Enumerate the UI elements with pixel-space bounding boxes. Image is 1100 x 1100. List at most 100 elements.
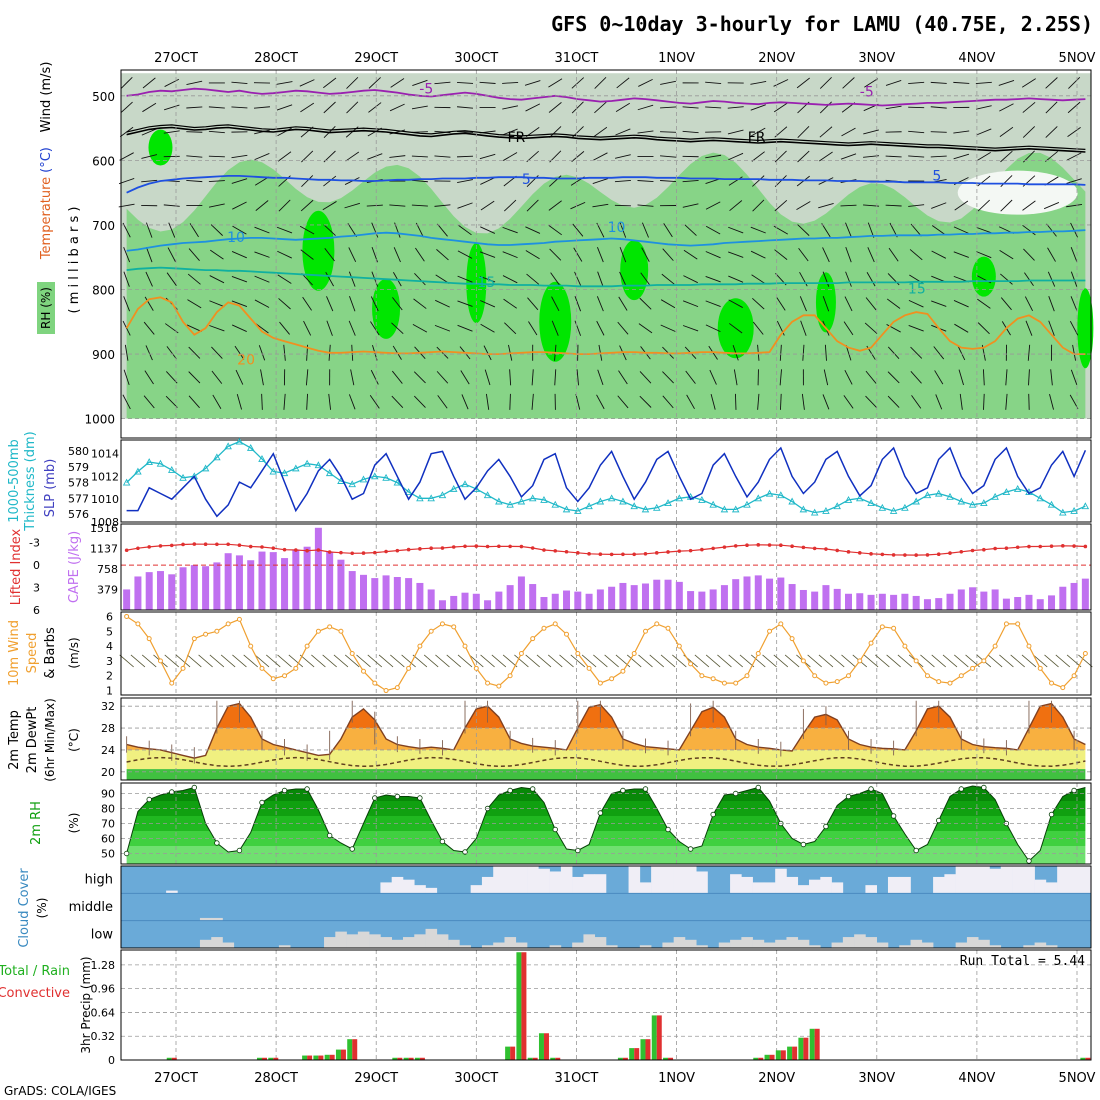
precip-convective-bar	[521, 952, 527, 1060]
wind-speed-point	[473, 665, 479, 671]
wind-barb	[503, 298, 517, 309]
wind-speed-point	[361, 668, 366, 674]
temp-tick-label: 24	[101, 744, 115, 757]
cloud-cell	[842, 937, 855, 948]
thickness-point	[258, 454, 266, 462]
wind-barb	[682, 325, 699, 332]
wind-barb	[502, 81, 519, 84]
wind-barb	[999, 126, 1014, 138]
li-point	[519, 544, 524, 549]
wind-speed-point	[451, 624, 457, 630]
wind-barb	[797, 126, 810, 138]
wind-barb	[255, 200, 269, 211]
wind-barb	[592, 203, 609, 208]
wind-barb	[779, 344, 782, 361]
wind-speed-point	[507, 673, 513, 679]
surface-wind-barb	[378, 654, 394, 668]
surface-wind-barb	[514, 654, 529, 668]
wind-barb	[705, 275, 721, 283]
wind-barb	[323, 175, 337, 187]
cape-tick-label: 1516	[90, 522, 118, 535]
thickness-point	[833, 502, 841, 510]
wind-barb	[573, 247, 583, 262]
wind-barb	[660, 80, 676, 85]
surface-wind-barb	[367, 654, 383, 668]
surface-wind-barb	[435, 654, 450, 668]
precip-convective-bar	[397, 1057, 403, 1060]
cape-bar	[1048, 595, 1056, 610]
wind-barb	[277, 250, 292, 259]
bottom-day-label: 1NOV	[658, 1071, 695, 1086]
rh-shade-dry	[957, 170, 1078, 215]
wind-speed-point	[846, 673, 851, 679]
cloud-cell	[662, 942, 674, 948]
cape-bar	[156, 571, 164, 610]
wind-barb	[953, 153, 970, 160]
wind-barb	[597, 271, 604, 287]
wind-barb	[1066, 152, 1082, 161]
surface-wind-barb	[288, 654, 304, 668]
wind-barb	[413, 298, 427, 309]
ylabel-temperature: Temperature	[39, 177, 54, 260]
wind-barb	[909, 249, 923, 261]
wind-barb	[1046, 223, 1057, 237]
ylabel-temp-unit: (°C)	[67, 728, 81, 752]
rh-point	[913, 847, 919, 854]
li-point	[203, 542, 208, 547]
wind-barb	[299, 79, 315, 87]
cape-bar	[190, 565, 198, 610]
wind-barb	[596, 394, 605, 410]
wind-barb	[637, 130, 654, 134]
li-point	[846, 550, 851, 554]
li-point	[948, 551, 952, 555]
surface-wind-barb	[187, 654, 202, 668]
wind-barb	[1070, 271, 1078, 287]
cloud-cell	[978, 866, 990, 894]
cloud-cell	[278, 945, 291, 948]
wind-barb	[797, 150, 810, 163]
rh-point	[552, 826, 558, 833]
cloud-cell	[527, 866, 539, 894]
li-point	[733, 544, 738, 548]
wind-barb	[958, 369, 964, 386]
cloud-cell	[741, 937, 753, 948]
wind-barb	[350, 369, 355, 386]
wind-barb	[413, 395, 426, 408]
wind-barb	[434, 81, 451, 85]
wind-barb	[456, 155, 474, 158]
cloud-cell	[673, 866, 686, 894]
wind-speed-point	[439, 621, 445, 627]
wind-barb	[124, 344, 129, 361]
wind-barb	[118, 178, 135, 185]
wind-barb	[411, 179, 428, 183]
thickness-point	[246, 443, 255, 451]
li-point	[722, 545, 727, 549]
wind-barb	[1070, 296, 1078, 312]
wind-barb	[639, 297, 652, 310]
wind-barb	[571, 101, 584, 114]
thickness-point	[799, 505, 808, 513]
surface-wind-barb	[412, 654, 428, 668]
wind-speed-point	[349, 651, 355, 656]
wind-barb	[592, 178, 609, 184]
cape-bar	[472, 593, 480, 610]
surface-wind-barb	[491, 654, 507, 668]
li-point	[451, 545, 456, 549]
wind-barb	[638, 323, 653, 334]
cape-bar	[438, 600, 446, 610]
wind-tick-label: 1	[106, 685, 113, 698]
wind-barb	[619, 271, 627, 287]
wind-speed-point	[1049, 680, 1055, 686]
wind-barb	[1028, 369, 1030, 386]
surface-wind-barb	[626, 654, 642, 668]
thickness-point	[991, 492, 999, 500]
cloud-cell	[515, 942, 528, 948]
precip-convective-bar	[171, 1057, 177, 1060]
wind-tick-label: 4	[106, 640, 113, 653]
wind-barb	[188, 248, 200, 261]
wind-barb	[231, 251, 247, 259]
precip-total-bar	[798, 1037, 804, 1060]
cape-bar	[1081, 578, 1089, 610]
wind-barb	[774, 249, 788, 260]
ylabel-wind-3: & Barbs	[43, 627, 58, 679]
